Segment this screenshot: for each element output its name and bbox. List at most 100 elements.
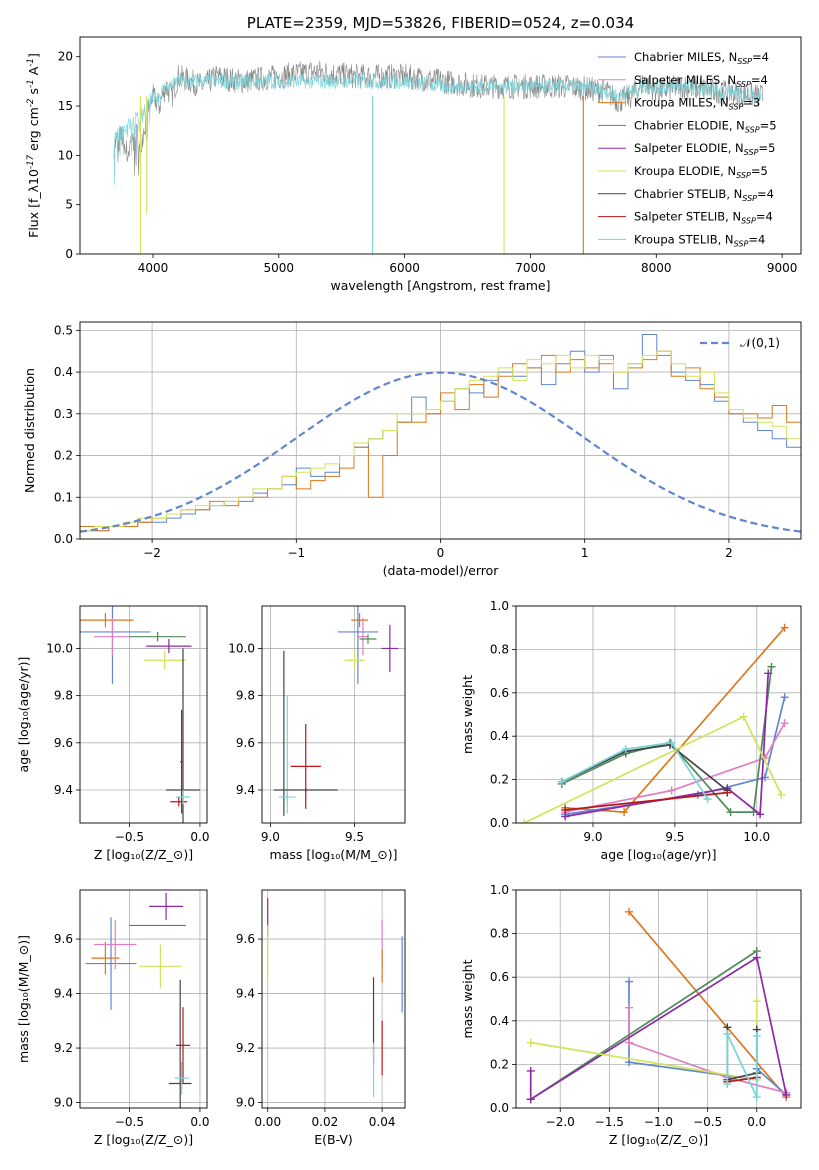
panel-weight-vs-Z: −2.0 −1.5 −1.0 −0.5 0.0 0.0 0.2 0.4 0.6 0.8 1.0 Z [… — [460, 883, 802, 1147]
axes-frame — [261, 605, 406, 824]
y-tick-label: 9.2 — [54, 1041, 73, 1055]
legend-label: Chabrier ELODIE, NSSP​=5 — [634, 118, 777, 134]
plot-area — [520, 623, 789, 823]
legend: 𝒩(0,1) — [700, 336, 780, 350]
legend-label: Chabrier STELIB, NSSP​=4 — [634, 187, 774, 203]
x-tick-label: 0.02 — [312, 1115, 339, 1129]
plot-area — [85, 892, 192, 1108]
y-axis-label: age [log₁₀(age/yr)] — [16, 657, 31, 773]
plot-area — [80, 606, 200, 823]
panel-age-vs-mass: 9.0 9.5 9.4 9.6 9.8 10.0 mass [log₁₀(M/M_⊙)] — [228, 605, 406, 862]
y-axis-label: Normed distribution — [22, 368, 37, 493]
data-point — [175, 789, 191, 805]
x-tick-label: 0.0 — [190, 1115, 209, 1129]
x-tick-label: −1.5 — [595, 1115, 624, 1129]
data-point — [94, 919, 137, 970]
y-tick-label: 0.2 — [490, 1057, 509, 1071]
weight-marker — [723, 1080, 732, 1089]
chart-title: PLATE=2359, MJD=53826, FIBERID=0524, z=0… — [247, 14, 634, 32]
y-tick-label: 0.6 — [490, 686, 509, 700]
y-tick-label: 0.0 — [54, 532, 73, 546]
y-axis-label: mass [log₁₀(M/M_⊙)] — [16, 935, 31, 1063]
weight-marker — [520, 819, 529, 823]
weight-marker — [723, 1029, 732, 1038]
axes-frame — [79, 889, 208, 1109]
weight-marker — [526, 1095, 535, 1104]
data-point — [146, 639, 192, 654]
legend-label: 𝒩(0,1) — [740, 336, 780, 350]
data-point — [174, 1061, 189, 1095]
axes-frame — [79, 36, 802, 255]
x-axis-label: Z [log₁₀(Z/Z_⊙)] — [94, 847, 193, 862]
x-tick-label: 0.0 — [747, 1115, 766, 1129]
y-tick-label: 0.6 — [490, 970, 509, 984]
x-tick-label: 8000 — [641, 261, 672, 275]
x-axis-label: (data-model)/error — [383, 563, 500, 578]
weight-marker — [625, 907, 634, 916]
weight-marker — [780, 623, 789, 632]
weight-marker — [752, 997, 761, 1006]
normal-curve — [80, 371, 801, 533]
x-tick-label: 0.00 — [254, 1115, 281, 1129]
weight-series — [520, 712, 786, 823]
panel-age-vs-Z: −0.5 0.0 9.4 9.6 9.8 10.0 Z [log₁₀(Z/Z_⊙)] age … — [16, 605, 209, 862]
weight-marker — [780, 719, 789, 728]
weight-marker — [752, 953, 761, 962]
weight-marker — [621, 745, 630, 754]
y-tick-label: 0.1 — [54, 490, 73, 504]
data-point — [290, 723, 321, 809]
y-tick-label: 9.4 — [54, 783, 73, 797]
x-tick-label: −0.5 — [693, 1115, 722, 1129]
x-tick-label: −2 — [143, 546, 161, 560]
weight-marker — [561, 805, 570, 814]
y-tick-label: 0.3 — [54, 407, 73, 421]
y-tick-label: 0.0 — [490, 1101, 509, 1115]
data-point — [344, 650, 365, 670]
weight-marker — [723, 788, 732, 797]
weight-series — [557, 738, 712, 804]
data-point — [139, 944, 182, 989]
x-axis-label: mass [log₁₀(M/M_⊙)] — [270, 847, 398, 862]
weight-line — [727, 1076, 757, 1083]
legend: Chabrier MILES, NSSP​=4 Salpeter MILES, N… — [598, 50, 777, 248]
y-tick-label: 9.6 — [54, 932, 73, 946]
x-axis-label: wavelength [Angstrom, rest frame] — [330, 278, 550, 293]
y-tick-label: 9.0 — [236, 1096, 255, 1110]
legend-label: Kroupa MILES, NSSP​=3 — [634, 96, 760, 112]
x-tick-label: 4000 — [138, 261, 169, 275]
weight-line — [530, 950, 758, 1101]
plot-area — [273, 606, 399, 816]
axes-frame — [79, 321, 802, 540]
weight-marker — [625, 1038, 634, 1047]
y-tick-label: 9.6 — [236, 736, 255, 750]
legend-label: Salpeter MILES, NSSP​=4 — [634, 73, 768, 89]
weight-line — [726, 1033, 758, 1098]
y-tick-label: 0.2 — [54, 449, 73, 463]
y-axis-label: mass weight — [460, 675, 475, 754]
y-axis-label: mass weight — [460, 959, 475, 1038]
x-tick-label: 9.5 — [345, 830, 364, 844]
data-point — [170, 797, 188, 807]
spectrum-series — [113, 72, 764, 186]
data-point — [149, 892, 184, 920]
weight-marker — [780, 693, 789, 702]
y-tick-label: 0.2 — [490, 773, 509, 787]
panel-weight-vs-age: 9.0 9.5 10.0 0.0 0.2 0.4 0.6 0.8 1.0 age [log₁₀(a… — [460, 599, 802, 862]
x-tick-label: 10.0 — [743, 830, 770, 844]
weight-marker — [625, 977, 634, 986]
panel-mass-vs-Z: −0.5 0.0 9.0 9.2 9.4 9.6 Z [log₁₀(Z/Z_⊙)] mass … — [16, 889, 209, 1147]
data-point — [80, 613, 134, 628]
weight-series — [561, 669, 773, 821]
histogram-series — [80, 350, 801, 532]
y-tick-label: 0.4 — [490, 1014, 509, 1028]
x-tick-label: 7000 — [515, 261, 546, 275]
y-tick-label: 9.4 — [236, 783, 255, 797]
plot-area — [113, 60, 764, 254]
weight-series — [557, 740, 732, 795]
weight-marker — [777, 790, 786, 799]
x-tick-label: −1 — [287, 546, 305, 560]
data-point — [94, 617, 131, 656]
axes-frame — [515, 889, 802, 1109]
plot-area — [80, 334, 801, 533]
x-tick-label: −0.5 — [115, 830, 144, 844]
